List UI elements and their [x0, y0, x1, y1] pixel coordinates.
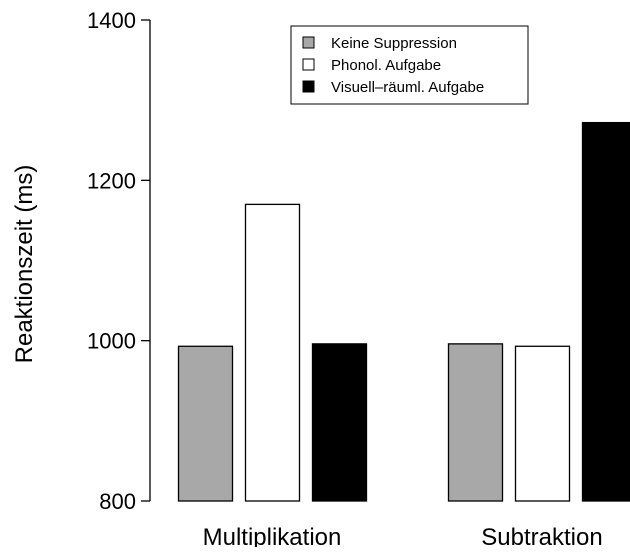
y-axis-title: Reaktionszeit (ms)	[11, 165, 38, 364]
bar-multiplikation-3	[313, 344, 367, 501]
legend-label: Keine Suppression	[331, 35, 457, 52]
legend: Keine Suppression Phonol. Aufgabe Visuell–…	[291, 26, 528, 104]
x-category-label: Subtraktion	[481, 524, 602, 547]
legend-label: Visuell–räuml. Aufgabe	[331, 79, 484, 96]
y-axis-ticks: 800 1000 1200 1400	[87, 8, 150, 514]
bar-multiplikation-1	[179, 346, 233, 501]
plot-area	[179, 123, 630, 501]
bar-multiplikation-2	[246, 204, 300, 501]
legend-swatch	[303, 59, 314, 70]
y-tick-label: 1400	[87, 8, 136, 33]
bar-subtraktion-1	[449, 344, 503, 501]
y-tick-label: 1200	[87, 168, 136, 193]
bar-subtraktion-3	[583, 123, 630, 501]
legend-swatch	[303, 37, 314, 48]
y-tick-label: 800	[99, 489, 136, 514]
bar-subtraktion-2	[516, 346, 570, 501]
x-axis-labels: Multiplikation Subtraktion	[203, 524, 603, 547]
x-category-label: Multiplikation	[203, 524, 342, 547]
y-tick-label: 1000	[87, 329, 136, 354]
legend-swatch	[303, 81, 314, 92]
legend-label: Phonol. Aufgabe	[331, 57, 441, 74]
